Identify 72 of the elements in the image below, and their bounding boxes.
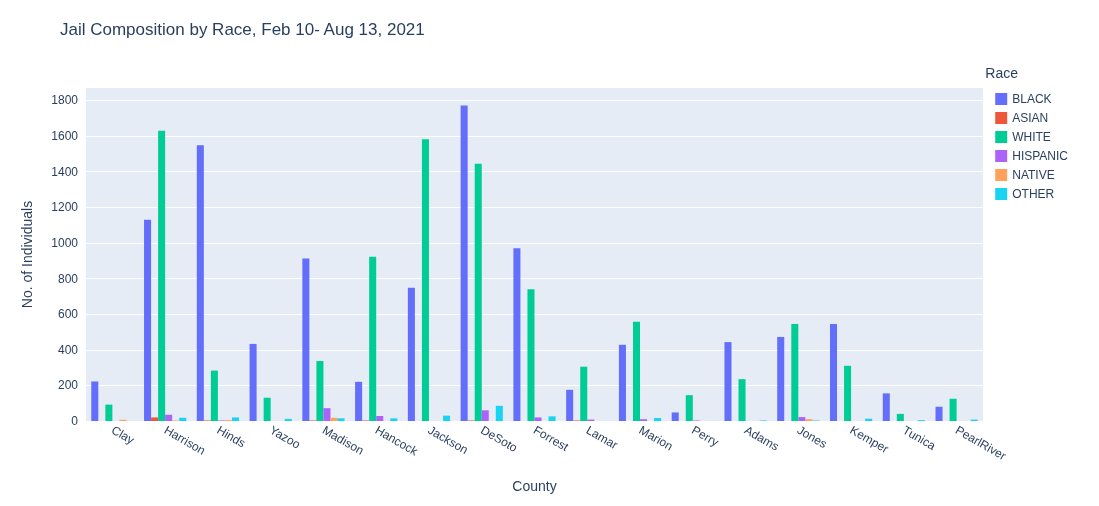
- bar: [896, 413, 904, 421]
- bar: [210, 370, 218, 421]
- y-tick-label: 1000: [51, 235, 79, 250]
- y-tick-label: 800: [57, 271, 79, 286]
- bar: [671, 412, 679, 421]
- bar: [316, 360, 324, 421]
- legend-label: WHITE: [1012, 130, 1051, 144]
- y-tick-label: 600: [57, 307, 79, 322]
- bar: [302, 258, 310, 421]
- bar: [144, 219, 152, 421]
- bar: [935, 406, 943, 421]
- bar: [724, 342, 732, 421]
- bar: [460, 105, 468, 421]
- x-tick-label: Clay: [108, 422, 137, 448]
- bar: [798, 417, 806, 421]
- x-axis-title: County: [512, 478, 557, 494]
- bar: [165, 414, 173, 421]
- y-tick-label: 0: [71, 414, 79, 428]
- y-tick-label: 400: [57, 342, 79, 357]
- bar: [534, 417, 542, 421]
- bar: [829, 323, 838, 421]
- bar: [284, 418, 292, 421]
- bar: [949, 398, 957, 421]
- bar: [791, 323, 799, 421]
- legend-title: Race: [985, 65, 1019, 81]
- legend-label: ASIAN: [1012, 111, 1049, 125]
- legend-label: OTHER: [1012, 187, 1055, 201]
- bar: [443, 415, 451, 421]
- bar: [249, 343, 257, 421]
- bar: [369, 256, 377, 421]
- bar: [618, 344, 626, 421]
- bar: [580, 366, 588, 421]
- bar: [632, 321, 641, 421]
- bar: [151, 417, 159, 421]
- bar: [330, 417, 338, 421]
- bar: [231, 417, 240, 421]
- chart-title: Jail Composition by Race, Feb 10- Aug 13, 2021: [60, 20, 425, 39]
- bar: [91, 381, 99, 421]
- bar: [376, 416, 384, 421]
- bar: [407, 287, 415, 421]
- bar: [548, 416, 556, 421]
- bar: [355, 381, 363, 421]
- y-tick-label: 1200: [51, 200, 79, 215]
- bar: [105, 404, 113, 421]
- bar: [738, 379, 746, 421]
- bar: [481, 410, 489, 421]
- legend-label: NATIVE: [1012, 168, 1055, 182]
- bar: [513, 248, 521, 421]
- bar: [844, 365, 852, 421]
- bar: [654, 417, 662, 421]
- bar: [179, 417, 187, 421]
- legend-label: BLACK: [1012, 92, 1052, 106]
- bar: [323, 408, 331, 421]
- bar: [263, 397, 271, 421]
- y-tick-label: 1400: [51, 164, 79, 179]
- bar: [527, 289, 535, 421]
- y-axis-title: No. of Individuals: [19, 200, 35, 309]
- bar: [882, 393, 890, 421]
- legend-label: HISPANIC: [1012, 149, 1069, 163]
- bar: [495, 405, 503, 421]
- y-tick-label: 1800: [51, 93, 79, 108]
- y-tick-label: 200: [57, 378, 79, 393]
- bar: [474, 163, 482, 421]
- bar: [196, 145, 204, 421]
- y-tick-label: 1600: [51, 129, 79, 144]
- bar: [390, 418, 398, 421]
- bar: [337, 418, 345, 421]
- bar: [777, 336, 785, 421]
- bar: [566, 389, 574, 421]
- bar: [685, 395, 693, 421]
- bar: [158, 130, 166, 421]
- bar: [421, 139, 429, 421]
